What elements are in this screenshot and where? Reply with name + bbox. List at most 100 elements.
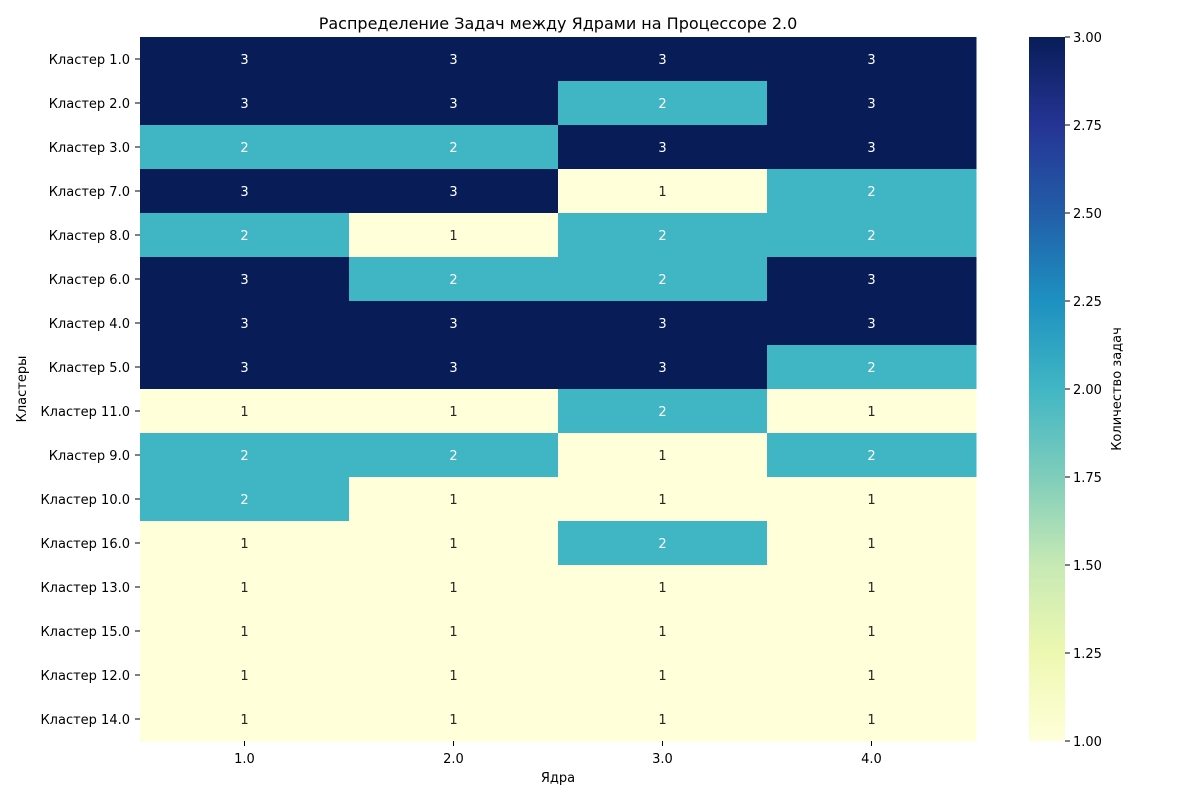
heatmap-cell — [767, 301, 977, 346]
cell-value-label: 3 — [867, 317, 875, 332]
cell-value-label: 1 — [449, 493, 457, 508]
heatmap-cell — [767, 521, 977, 566]
heatmap-cell — [558, 213, 768, 258]
y-tick-label: Кластер 5.0 — [49, 361, 130, 376]
heatmap-cell — [558, 521, 768, 566]
cell-value-label: 3 — [449, 361, 457, 376]
x-tick-label: 4.0 — [861, 752, 882, 767]
heatmap-cell — [349, 477, 559, 522]
colorbar-label: Количество задач — [1110, 327, 1125, 451]
y-tick-label: Кластер 1.0 — [49, 53, 130, 68]
cell-value-label: 2 — [658, 273, 666, 288]
cell-value-label: 3 — [240, 317, 248, 332]
cell-value-label: 1 — [867, 405, 875, 420]
y-tick-label: Кластер 15.0 — [40, 625, 130, 640]
y-axis-label: Кластеры — [15, 356, 30, 423]
heatmap-cell — [349, 213, 559, 258]
cell-value-label: 2 — [867, 449, 875, 464]
heatmap-cell — [558, 301, 768, 346]
cell-value-label: 1 — [240, 625, 248, 640]
colorbar-tick-label: 3.00 — [1073, 31, 1102, 46]
heatmap-cell — [767, 565, 977, 610]
heatmap-cell — [558, 477, 768, 522]
y-tick-label: Кластер 7.0 — [49, 185, 130, 200]
cell-value-label: 3 — [240, 361, 248, 376]
cell-value-label: 2 — [658, 537, 666, 552]
y-tick-label: Кластер 14.0 — [40, 713, 130, 728]
cell-value-label: 1 — [449, 581, 457, 596]
cell-value-label: 1 — [658, 713, 666, 728]
cell-value-label: 2 — [658, 97, 666, 112]
cell-value-label: 3 — [449, 97, 457, 112]
colorbar-tick-label: 1.00 — [1073, 735, 1102, 750]
heatmap-cell — [140, 389, 350, 434]
cell-value-label: 1 — [240, 581, 248, 596]
heatmap-cell — [349, 653, 559, 698]
heatmap-cell — [767, 433, 977, 478]
cell-value-label: 1 — [658, 669, 666, 684]
heatmap-cell — [140, 697, 350, 742]
cell-value-label: 3 — [240, 273, 248, 288]
colorbar — [1029, 37, 1065, 741]
chart-title: Распределение Задач между Ядрами на Проц… — [319, 14, 798, 33]
heatmap-cell — [140, 169, 350, 214]
colorbar-tick-label: 1.75 — [1073, 471, 1102, 486]
cell-value-label: 1 — [658, 625, 666, 640]
cell-value-label: 1 — [449, 405, 457, 420]
heatmap-cell — [349, 301, 559, 346]
y-tick-label: Кластер 13.0 — [40, 581, 130, 596]
heatmap-cell — [349, 257, 559, 302]
heatmap-cell — [767, 37, 977, 82]
heatmap-cell — [140, 345, 350, 390]
x-tick-label: 3.0 — [652, 752, 673, 767]
heatmap-cell — [349, 37, 559, 82]
heatmap-cell — [767, 653, 977, 698]
heatmap-cell — [767, 125, 977, 170]
heatmap-cell — [140, 125, 350, 170]
cell-value-label: 1 — [449, 713, 457, 728]
cell-value-label: 3 — [658, 141, 666, 156]
cell-value-label: 1 — [867, 537, 875, 552]
heatmap-cell — [349, 169, 559, 214]
heatmap-cell — [349, 609, 559, 654]
heatmap-cell — [558, 697, 768, 742]
heatmap-cell — [140, 433, 350, 478]
heatmap-cell — [558, 653, 768, 698]
cell-value-label: 3 — [240, 97, 248, 112]
heatmap-cells: 3 3 3 3 3 3 2 3 2 2 3 3 3 3 1 2 2 1 2 2 3 2 2 3 3 3 3 3 3 3 3 2 1 1 2 1 2 2 1 2… — [140, 37, 977, 742]
cell-value-label: 1 — [449, 537, 457, 552]
cell-value-label: 3 — [658, 361, 666, 376]
heatmap-cell — [140, 565, 350, 610]
cell-value-label: 2 — [867, 229, 875, 244]
heatmap-cell — [349, 521, 559, 566]
cell-value-label: 1 — [658, 185, 666, 200]
heatmap-cell — [349, 697, 559, 742]
y-tick-label: Кластер 3.0 — [49, 141, 130, 156]
heatmap-cell — [349, 81, 559, 126]
colorbar-tick-label: 2.25 — [1073, 295, 1102, 310]
cell-value-label: 2 — [658, 405, 666, 420]
cell-value-label: 1 — [867, 669, 875, 684]
heatmap-cell — [140, 477, 350, 522]
cell-value-label: 1 — [449, 669, 457, 684]
cell-value-label: 3 — [658, 53, 666, 68]
cell-value-label: 3 — [658, 317, 666, 332]
cell-value-label: 2 — [240, 229, 248, 244]
y-tick-label: Кластер 12.0 — [40, 669, 130, 684]
colorbar-tick-label: 2.75 — [1073, 119, 1102, 134]
y-tick-label: Кластер 6.0 — [49, 273, 130, 288]
heatmap-cell — [767, 389, 977, 434]
heatmap-cell — [140, 81, 350, 126]
cell-value-label: 2 — [867, 361, 875, 376]
heatmap-cell — [140, 653, 350, 698]
heatmap-cell — [558, 169, 768, 214]
heatmap-cell — [140, 521, 350, 566]
heatmap-cell — [140, 37, 350, 82]
cell-value-label: 2 — [449, 273, 457, 288]
cell-value-label: 1 — [867, 625, 875, 640]
cell-value-label: 1 — [240, 713, 248, 728]
cell-value-label: 1 — [658, 493, 666, 508]
heatmap-cell — [558, 389, 768, 434]
cell-value-label: 2 — [240, 141, 248, 156]
